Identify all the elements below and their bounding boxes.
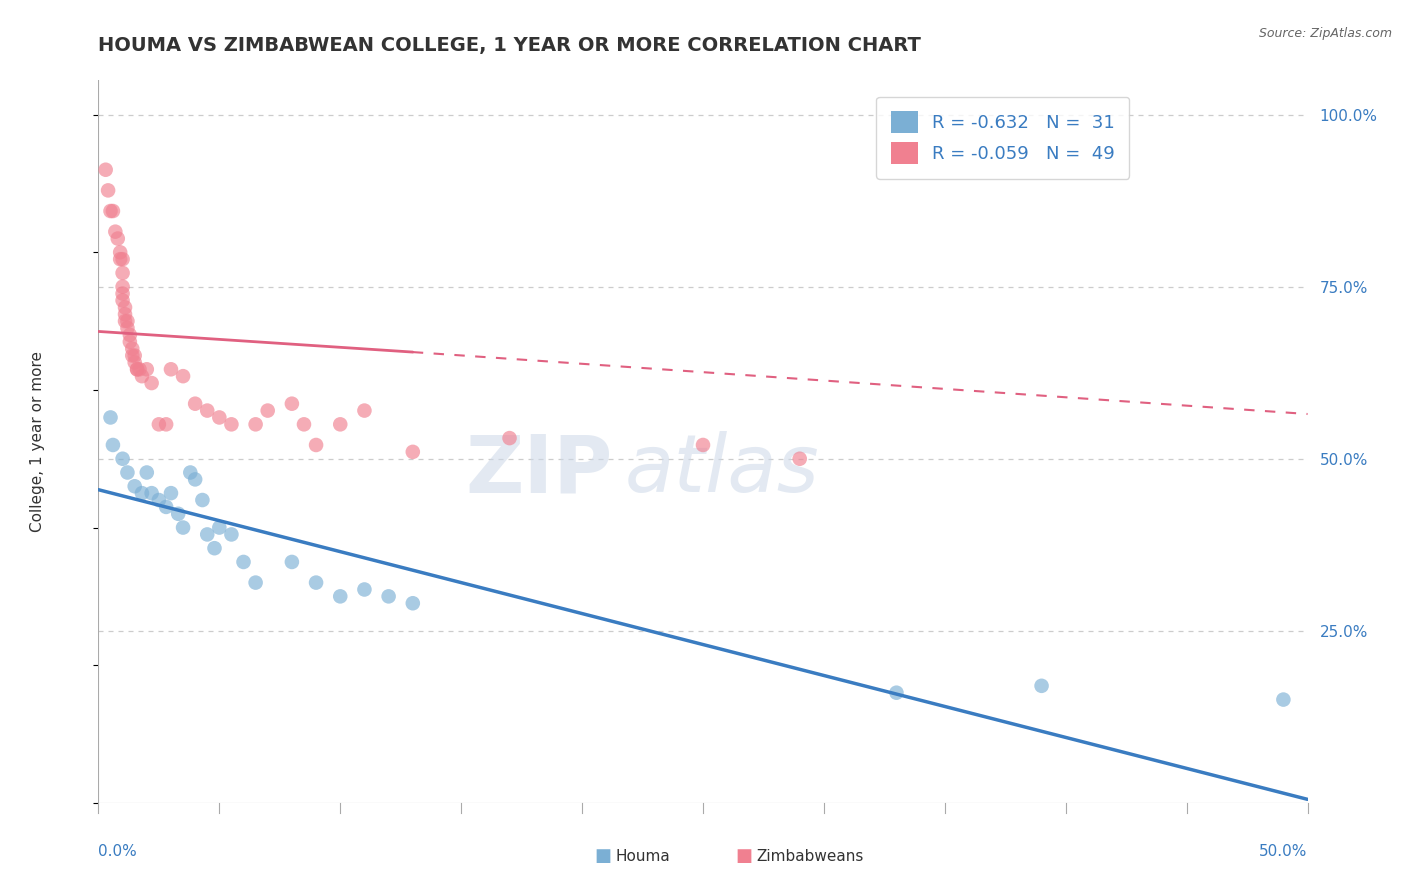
Point	[184, 397, 207, 411]
Text: 0.0%: 0.0%	[98, 844, 138, 859]
Point	[281, 397, 304, 411]
Point	[232, 555, 254, 569]
Point	[402, 445, 425, 459]
Text: Zimbabweans: Zimbabweans	[756, 849, 863, 863]
Point	[141, 376, 163, 390]
Point	[127, 362, 149, 376]
Point	[111, 293, 134, 308]
Point	[160, 362, 183, 376]
Point	[117, 314, 139, 328]
Point	[305, 575, 328, 590]
Point	[402, 596, 425, 610]
Point	[127, 362, 149, 376]
Point	[172, 369, 194, 384]
Text: Houma: Houma	[616, 849, 671, 863]
Point	[94, 162, 117, 177]
Point	[100, 204, 122, 219]
Point	[195, 403, 218, 417]
Point	[111, 252, 134, 267]
Point	[118, 327, 141, 342]
Point	[184, 472, 207, 486]
Point	[353, 582, 375, 597]
Point	[104, 225, 127, 239]
Point	[114, 314, 136, 328]
Point	[100, 410, 122, 425]
Point	[886, 686, 908, 700]
Text: HOUMA VS ZIMBABWEAN COLLEGE, 1 YEAR OR MORE CORRELATION CHART: HOUMA VS ZIMBABWEAN COLLEGE, 1 YEAR OR M…	[98, 36, 921, 54]
Point	[245, 575, 267, 590]
Point	[692, 438, 714, 452]
Point	[135, 362, 157, 376]
Point	[377, 590, 399, 604]
Point	[789, 451, 811, 466]
Point	[121, 349, 143, 363]
Point	[108, 252, 131, 267]
Point	[114, 301, 136, 315]
Point	[353, 403, 375, 417]
Point	[329, 417, 352, 432]
Point	[148, 417, 170, 432]
Point	[141, 486, 163, 500]
Point	[208, 520, 231, 534]
Point	[101, 204, 124, 219]
Legend: R = -0.632   N =  31, R = -0.059   N =  49: R = -0.632 N = 31, R = -0.059 N = 49	[876, 96, 1129, 178]
Point	[108, 245, 131, 260]
Point	[204, 541, 226, 556]
Point	[245, 417, 267, 432]
Point	[329, 590, 352, 604]
Point	[124, 355, 146, 369]
Point	[114, 307, 136, 321]
Point	[1272, 692, 1295, 706]
Point	[292, 417, 315, 432]
Point	[131, 369, 153, 384]
Point	[172, 520, 194, 534]
Text: ■: ■	[735, 847, 752, 865]
Point	[191, 493, 214, 508]
Point	[256, 403, 278, 417]
Point	[97, 183, 120, 197]
Text: ZIP: ZIP	[465, 432, 613, 509]
Text: Source: ZipAtlas.com: Source: ZipAtlas.com	[1258, 27, 1392, 40]
Point	[117, 321, 139, 335]
Point	[117, 466, 139, 480]
Point	[111, 451, 134, 466]
Point	[160, 486, 183, 500]
Point	[101, 438, 124, 452]
Point	[498, 431, 520, 445]
Point	[131, 486, 153, 500]
Point	[111, 266, 134, 280]
Point	[1031, 679, 1053, 693]
Text: College, 1 year or more: College, 1 year or more	[31, 351, 45, 532]
Point	[107, 231, 129, 245]
Point	[124, 479, 146, 493]
Point	[179, 466, 201, 480]
Point	[128, 362, 150, 376]
Text: 50.0%: 50.0%	[1260, 844, 1308, 859]
Point	[155, 417, 177, 432]
Point	[195, 527, 218, 541]
Point	[167, 507, 190, 521]
Point	[281, 555, 304, 569]
Point	[208, 410, 231, 425]
Point	[121, 342, 143, 356]
Point	[111, 286, 134, 301]
Point	[305, 438, 328, 452]
Point	[221, 417, 243, 432]
Text: atlas: atlas	[624, 432, 820, 509]
Point	[124, 349, 146, 363]
Point	[135, 466, 157, 480]
Point	[155, 500, 177, 514]
Point	[148, 493, 170, 508]
Point	[221, 527, 243, 541]
Point	[118, 334, 141, 349]
Point	[111, 279, 134, 293]
Text: ■: ■	[595, 847, 612, 865]
